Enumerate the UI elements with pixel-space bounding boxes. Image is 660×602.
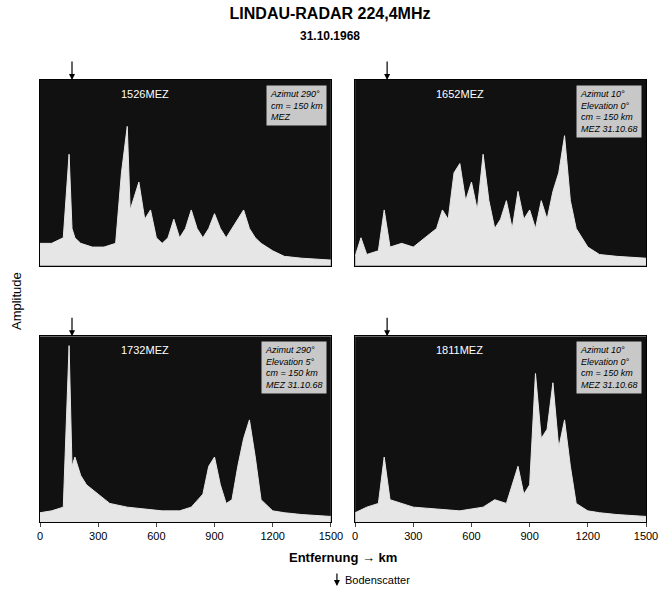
svg-text:Azimut 10°Elevation 0°cm = 150: Azimut 10°Elevation 0°cm = 150 kmMEZ 31.… [580,89,638,134]
svg-text:1500: 1500 [319,530,343,542]
svg-text:Azimut 290°Elevation 5°cm = 15: Azimut 290°Elevation 5°cm = 150 kmMEZ 31… [265,345,323,390]
svg-text:600: 600 [147,530,165,542]
svg-text:Azimut 10°Elevation 0°cm = 150: Azimut 10°Elevation 0°cm = 150 kmMEZ 31.… [580,345,638,390]
svg-text:1500: 1500 [634,530,658,542]
svg-text:300: 300 [89,530,107,542]
svg-text:Amplitude: Amplitude [9,272,24,330]
svg-text:Bodenscatter: Bodenscatter [345,574,410,586]
svg-text:600: 600 [462,530,480,542]
svg-text:1200: 1200 [260,530,284,542]
svg-text:900: 900 [520,530,538,542]
svg-text:1652MEZ: 1652MEZ [436,88,484,100]
svg-text:1526MEZ: 1526MEZ [121,88,169,100]
svg-text:0: 0 [352,530,358,542]
svg-text:Entfernung → km: Entfernung → km [289,550,397,565]
svg-text:1732MEZ: 1732MEZ [121,344,169,356]
svg-text:0: 0 [37,530,43,542]
svg-text:900: 900 [205,530,223,542]
svg-text:300: 300 [404,530,422,542]
svg-text:LINDAU-RADAR 224,4MHz31.10.196: LINDAU-RADAR 224,4MHz31.10.1968 [230,5,431,43]
svg-text:1811MEZ: 1811MEZ [436,344,483,356]
svg-text:1200: 1200 [576,530,600,542]
svg-text:Azimut 290°cm = 150 kmMEZ: Azimut 290°cm = 150 kmMEZ [270,89,323,122]
